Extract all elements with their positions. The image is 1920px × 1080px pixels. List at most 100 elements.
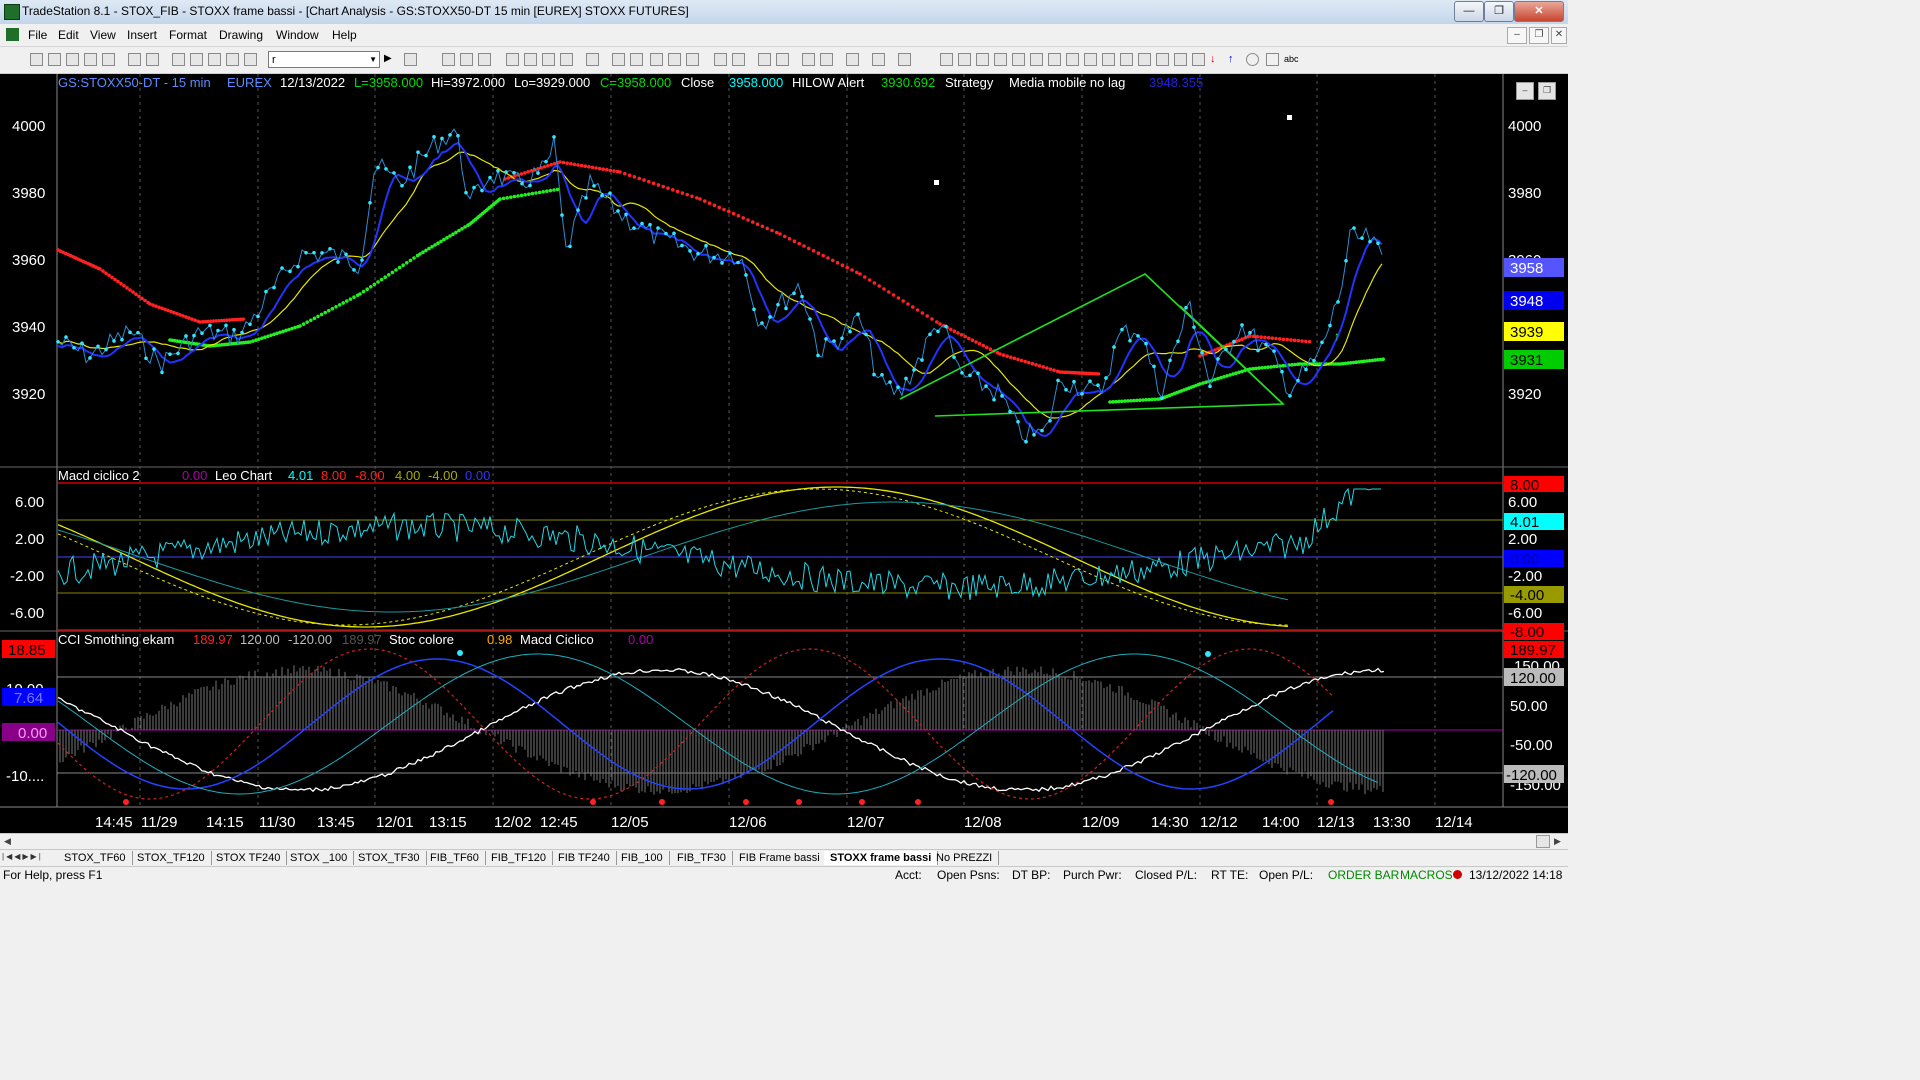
- tab-stox-tf120[interactable]: STOX_TF120: [131, 851, 212, 865]
- fib-retracement-icon[interactable]: [1048, 53, 1061, 66]
- tile-icon[interactable]: [586, 53, 599, 66]
- insert-strategy-icon[interactable]: [524, 53, 537, 66]
- tab-no-prezzi[interactable]: No PREZZI: [930, 851, 1000, 865]
- alert-icon[interactable]: [846, 53, 859, 66]
- tab-nav-arrows-icon[interactable]: |◀◀▶▶|: [2, 852, 43, 861]
- tab-stoxx-frame-bassi[interactable]: STOXX frame bassi: [824, 851, 939, 865]
- minimize-button[interactable]: —: [1454, 1, 1484, 22]
- mdi-close-button[interactable]: ✕: [1551, 27, 1567, 44]
- save-icon[interactable]: [66, 53, 79, 66]
- tab-fib-tf60[interactable]: FIB_TF60: [424, 851, 486, 865]
- arrow-down-icon[interactable]: ↓: [1210, 53, 1216, 65]
- zoom-fit-icon[interactable]: [714, 53, 727, 66]
- chart-icon[interactable]: [442, 53, 455, 66]
- vertical-lines-icon[interactable]: [958, 53, 971, 66]
- regression-icon[interactable]: [1102, 53, 1115, 66]
- matrix-order-icon[interactable]: [898, 53, 911, 66]
- symbol-lookup-icon[interactable]: [404, 53, 417, 66]
- andrews-pitchfork-icon[interactable]: [1120, 53, 1133, 66]
- scroll-right-icon[interactable]: ▶: [1554, 836, 1561, 846]
- radar-icon[interactable]: [460, 53, 473, 66]
- lock-icon[interactable]: [208, 53, 221, 66]
- menu-format[interactable]: Format: [169, 28, 208, 42]
- matrix-icon[interactable]: [478, 53, 491, 66]
- paste-icon[interactable]: [190, 53, 203, 66]
- new-icon[interactable]: [30, 53, 43, 66]
- symbol-combo[interactable]: r ▼: [268, 51, 380, 68]
- menu-window[interactable]: Window: [276, 28, 319, 42]
- folder-icon[interactable]: [102, 53, 115, 66]
- chart-analysis-window[interactable]: GS:STOXX50-DT - 15 min EUREX 12/13/2022 …: [0, 74, 1568, 833]
- menu-edit[interactable]: Edit: [58, 28, 79, 42]
- go-arrow-icon[interactable]: ▶: [384, 53, 392, 64]
- format-symbol-icon[interactable]: [542, 53, 555, 66]
- tab-fib-100[interactable]: FIB_100: [615, 851, 670, 865]
- rectangle-icon[interactable]: [1266, 53, 1279, 66]
- tab-fib-tf240[interactable]: FIB TF240: [552, 851, 617, 865]
- scanner-icon[interactable]: [630, 53, 643, 66]
- open-icon[interactable]: [48, 53, 61, 66]
- fib-fan-icon[interactable]: [1156, 53, 1169, 66]
- tab-stox-tf240[interactable]: STOX TF240: [210, 851, 288, 865]
- window-icon[interactable]: [226, 53, 239, 66]
- horizontal-lines-icon[interactable]: [976, 53, 989, 66]
- print-preview-icon[interactable]: [146, 53, 159, 66]
- insert-indicator-icon[interactable]: [506, 53, 519, 66]
- mdi-minimize-button[interactable]: –: [1507, 27, 1527, 44]
- format-window-icon[interactable]: [560, 53, 573, 66]
- macd-tag-bg: [1504, 586, 1564, 603]
- zoom-out-icon[interactable]: [776, 53, 789, 66]
- link-icon[interactable]: [244, 53, 257, 66]
- horizontal-scrollbar[interactable]: ◀ ▶: [0, 833, 1568, 849]
- tab-fib-tf30[interactable]: FIB_TF30: [671, 851, 733, 865]
- tab-stox-100[interactable]: STOX _100: [284, 851, 355, 865]
- zoom-in-icon[interactable]: [758, 53, 771, 66]
- gann-fan-icon[interactable]: [1138, 53, 1151, 66]
- compress-icon[interactable]: [732, 53, 745, 66]
- chart-window-icon[interactable]: [6, 28, 19, 41]
- scroll-thumb[interactable]: [1536, 835, 1550, 848]
- menu-help[interactable]: Help: [332, 28, 357, 42]
- text-tool-icon[interactable]: abc: [1284, 54, 1299, 64]
- pointer-icon[interactable]: [802, 53, 815, 66]
- fib-extension-icon[interactable]: [1066, 53, 1079, 66]
- print-icon[interactable]: [128, 53, 141, 66]
- speed-lines-icon[interactable]: [1030, 53, 1043, 66]
- bar-chart-icon[interactable]: [650, 53, 663, 66]
- pane-minimize-button[interactable]: –: [1516, 82, 1534, 100]
- fib-time-zone-icon[interactable]: [1084, 53, 1097, 66]
- menu-view[interactable]: View: [90, 28, 116, 42]
- maximize-button[interactable]: ❐: [1484, 1, 1514, 22]
- arrow-up-icon[interactable]: ↑: [1228, 53, 1234, 65]
- data-window-icon[interactable]: [820, 53, 833, 66]
- arc-icon[interactable]: [1012, 53, 1025, 66]
- candlestick-icon[interactable]: [668, 53, 681, 66]
- red-stop-dot: [717, 205, 721, 210]
- menu-drawing[interactable]: Drawing: [219, 28, 264, 42]
- tab-stox-tf60[interactable]: STOX_TF60: [58, 851, 133, 865]
- line-chart-icon[interactable]: [686, 53, 699, 66]
- mdi-restore-button[interactable]: ❐: [1529, 27, 1549, 44]
- tab-fib-frame-bassi[interactable]: FIB Frame bassi: [733, 851, 827, 865]
- save-all-icon[interactable]: [84, 53, 97, 66]
- pane-restore-button[interactable]: ❐: [1538, 82, 1556, 100]
- options-icon[interactable]: [612, 53, 625, 66]
- status-macros[interactable]: MACROS: [1400, 868, 1453, 882]
- trendline-icon[interactable]: [940, 53, 953, 66]
- price-chart[interactable]: GS:STOXX50-DT - 15 min EUREX 12/13/2022 …: [0, 74, 1568, 833]
- pencil-icon[interactable]: [1174, 53, 1187, 66]
- scroll-left-icon[interactable]: ◀: [4, 836, 11, 846]
- order-entry-icon[interactable]: [872, 53, 885, 66]
- close-button[interactable]: ✕: [1514, 1, 1564, 22]
- menu-insert[interactable]: Insert: [127, 28, 158, 42]
- tab-fib-tf120[interactable]: FIB_TF120: [485, 851, 554, 865]
- menu-file[interactable]: File: [28, 28, 48, 42]
- green-stop-dot: [512, 194, 517, 199]
- copy-icon[interactable]: [172, 53, 185, 66]
- status-order-bar[interactable]: ORDER BAR: [1328, 868, 1400, 882]
- curve-icon[interactable]: [1192, 53, 1205, 66]
- ellipse-icon[interactable]: [1246, 53, 1259, 66]
- tab-stox-tf30[interactable]: STOX_TF30: [352, 851, 427, 865]
- price-dot: [1032, 433, 1036, 437]
- channel-icon[interactable]: [994, 53, 1007, 66]
